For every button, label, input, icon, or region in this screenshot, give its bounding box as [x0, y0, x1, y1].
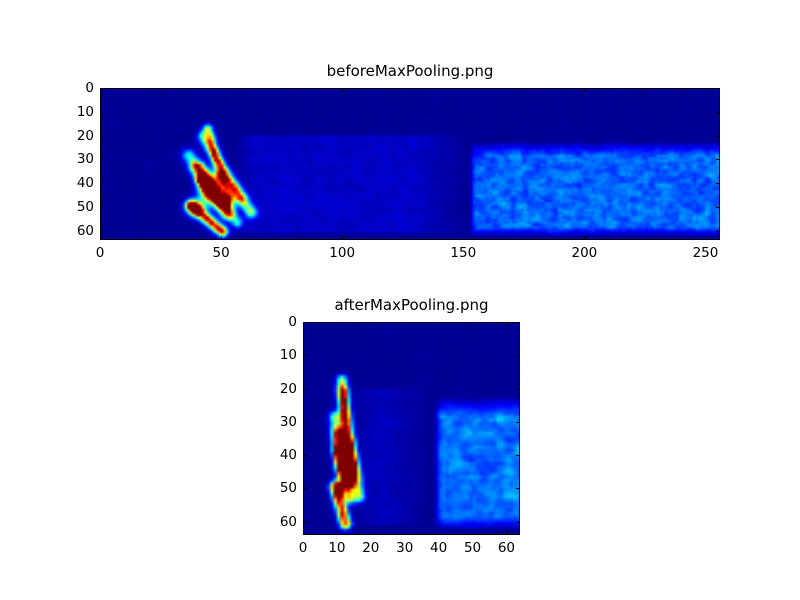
y-tick-mark — [303, 322, 307, 323]
x-tick-mark-top — [463, 88, 465, 92]
x-tick-mark-top — [438, 322, 440, 326]
x-tick-mark-top — [506, 322, 508, 326]
y-tick-label: 40 — [76, 175, 94, 191]
x-tick-mark-top — [336, 322, 338, 326]
x-tick-mark — [584, 236, 586, 240]
x-tick-mark — [221, 236, 223, 240]
y-tick-mark-right — [716, 111, 720, 113]
y-tick-label: 20 — [279, 380, 297, 397]
y-tick-label: 50 — [76, 198, 94, 215]
x-tick-mark-top — [370, 322, 372, 326]
x-tick-mark — [100, 236, 101, 240]
y-tick-mark — [100, 159, 104, 161]
x-tick-label: 50 — [463, 540, 482, 556]
x-tick-mark-top — [472, 322, 474, 326]
x-tick-mark — [342, 236, 344, 240]
y-tick-mark-right — [716, 230, 720, 232]
x-tick-label: 40 — [430, 540, 448, 556]
axes-title-after: afterMaxPooling.png — [334, 296, 489, 314]
y-tick-mark — [100, 183, 104, 184]
x-tick-mark-top — [342, 88, 344, 92]
y-tick-mark — [303, 421, 307, 423]
x-tick-label: 20 — [362, 540, 380, 556]
y-tick-mark-right — [516, 355, 520, 357]
x-tick-label: 250 — [692, 245, 719, 261]
y-tick-mark — [303, 388, 307, 390]
y-tick-mark — [303, 355, 307, 357]
x-tick-mark — [438, 531, 440, 535]
y-tick-label: 50 — [279, 480, 297, 497]
x-tick-mark-top — [404, 322, 406, 326]
x-tick-label: 60 — [497, 540, 516, 556]
x-tick-mark-top — [584, 88, 586, 92]
y-tick-label: 40 — [279, 447, 297, 464]
x-tick-label: 10 — [328, 540, 346, 556]
x-tick-mark — [463, 236, 465, 240]
x-tick-label: 0 — [95, 245, 105, 261]
x-tick-label: 150 — [450, 245, 477, 261]
heatmap-image-before — [100, 88, 720, 240]
y-tick-mark-right — [516, 521, 520, 523]
x-tick-label: 200 — [571, 245, 598, 261]
y-tick-label: 10 — [279, 347, 297, 364]
y-tick-mark — [100, 135, 104, 137]
y-tick-label: 20 — [76, 127, 94, 144]
x-tick-mark — [705, 236, 707, 240]
x-tick-mark — [472, 531, 474, 535]
y-tick-mark-right — [716, 206, 720, 208]
y-tick-mark — [303, 455, 307, 457]
y-tick-mark — [303, 488, 307, 490]
x-tick-mark-top — [221, 88, 223, 92]
x-tick-mark — [404, 531, 406, 535]
y-tick-mark-right — [516, 322, 520, 323]
x-tick-mark — [506, 531, 508, 535]
axes-title-before: beforeMaxPooling.png — [326, 62, 494, 80]
y-tick-mark — [100, 88, 104, 89]
heatmap-image-after — [303, 322, 520, 535]
y-tick-label: 0 — [288, 314, 297, 330]
x-tick-label: 0 — [298, 540, 308, 556]
y-tick-label: 60 — [279, 513, 297, 530]
x-tick-mark — [303, 531, 304, 535]
axes-after-max-pooling: afterMaxPooling.png 0 10 20 30 40 50 60 0 10 20 30… — [280, 298, 520, 556]
y-tick-mark-right — [716, 88, 720, 89]
y-tick-mark — [100, 111, 104, 113]
x-tick-label: 100 — [329, 245, 356, 261]
y-tick-mark-right — [516, 455, 520, 457]
y-tick-mark-right — [516, 388, 520, 390]
x-tick-mark-top — [705, 88, 707, 92]
x-tick-label: 30 — [396, 540, 414, 556]
y-tick-mark-right — [716, 159, 720, 161]
y-tick-mark — [100, 206, 104, 208]
y-tick-label: 30 — [279, 413, 297, 430]
y-tick-label: 60 — [76, 222, 94, 239]
y-tick-label: 10 — [76, 103, 94, 120]
y-tick-mark-right — [516, 421, 520, 423]
y-tick-mark-right — [716, 135, 720, 137]
x-tick-mark — [336, 531, 338, 535]
y-tick-mark — [100, 230, 104, 232]
y-tick-label: 30 — [76, 151, 94, 168]
y-tick-mark-right — [516, 488, 520, 490]
y-tick-label: 0 — [85, 80, 94, 96]
y-tick-mark — [303, 521, 307, 523]
axes-before-max-pooling: beforeMaxPooling.png 0 50 100 150 200 250 0 10 2… — [77, 64, 720, 261]
x-tick-mark — [370, 531, 372, 535]
x-tick-label: 50 — [212, 245, 230, 261]
y-tick-mark-right — [716, 183, 720, 184]
